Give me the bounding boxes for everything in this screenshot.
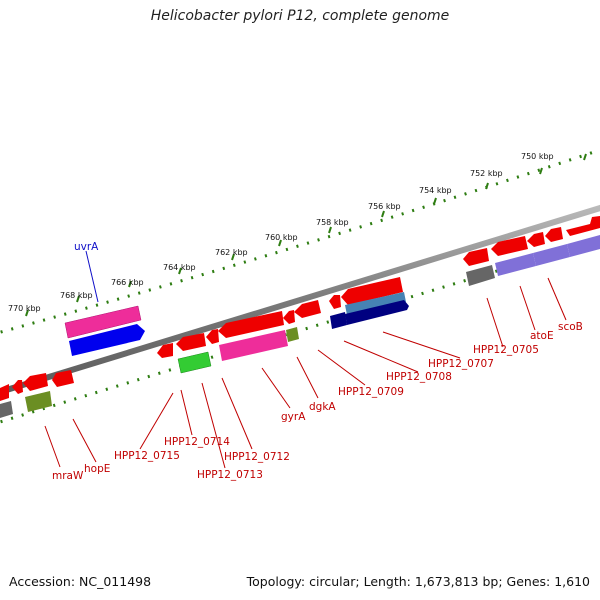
gene-navy-long[interactable] [345, 300, 409, 325]
gene-purple[interactable] [533, 244, 570, 266]
gene-gray[interactable] [0, 401, 13, 418]
ruler-ticks [25, 153, 587, 317]
gene-label: HPP12_0715 [114, 450, 180, 462]
outer-ruler [0, 148, 600, 334]
genome-summary-text: Topology: circular; Length: 1,673,813 bp… [246, 574, 590, 589]
gene-gray[interactable] [466, 265, 495, 286]
ruler-label: 768 kbp [60, 291, 93, 300]
gene-arrow[interactable] [206, 329, 219, 344]
ruler-label: 764 kbp [163, 263, 196, 272]
gene-arrow[interactable] [545, 227, 563, 242]
gene-arrow[interactable] [294, 300, 321, 318]
leader-line-uvrA [85, 250, 99, 303]
gene-uvrA[interactable] [69, 324, 145, 356]
gene-arrow[interactable] [23, 373, 48, 391]
gene-arrow[interactable] [0, 384, 9, 401]
ruler-labels: 750 kbp 752 kbp 754 kbp 756 kbp 758 kbp … [8, 152, 554, 313]
gene-arrow[interactable] [491, 236, 528, 256]
gene-label: HPP12_0712 [224, 451, 290, 463]
map-title: Helicobacter pylori P12, complete genome [150, 8, 450, 24]
ruler-label: 766 kbp [111, 278, 144, 287]
gene-label: HPP12_0705 [473, 344, 539, 356]
gene-label: scoB [558, 321, 583, 333]
gene-arrow[interactable] [341, 277, 403, 305]
gene-labels: uvrA HPP12_0705 atoE scoB HPP12_0707 HPP… [52, 241, 583, 482]
gene-olive[interactable] [25, 391, 52, 412]
accession-text: Accession: NC_011498 [9, 574, 152, 589]
gene-label: mraW [52, 470, 84, 482]
genome-backbone [0, 204, 600, 396]
gene-steelblue[interactable] [345, 292, 406, 315]
ruler-label: 750 kbp [521, 152, 554, 161]
reverse-strand[interactable] [0, 235, 600, 418]
gene-label: gyrA [281, 411, 306, 423]
ruler-label: 770 kbp [8, 304, 41, 313]
gene-green[interactable] [177, 351, 212, 374]
gene-arrow[interactable] [157, 343, 173, 358]
gene-arrow[interactable] [52, 370, 74, 387]
forward-strand[interactable] [0, 216, 600, 401]
gene-arrow[interactable] [329, 295, 341, 309]
ruler-label: 756 kbp [368, 202, 401, 211]
gene-olive[interactable] [286, 327, 299, 342]
gene-navy[interactable] [330, 312, 347, 329]
gene-label-uvrA: uvrA [74, 241, 99, 253]
ruler-label: 752 kbp [470, 169, 503, 178]
gene-label: HPP12_0713 [197, 469, 263, 481]
gene-label: dgkA [309, 401, 336, 413]
gene-label: atoE [530, 330, 554, 342]
gene-magenta[interactable] [219, 330, 288, 361]
ruler-label: 758 kbp [316, 218, 349, 227]
gene-label: HPP12_0708 [386, 371, 452, 383]
gene-purple[interactable] [567, 235, 600, 257]
gene-label: HPP12_0707 [428, 358, 494, 370]
gene-label: HPP12_0709 [338, 386, 404, 398]
gene-arrow[interactable] [463, 248, 489, 266]
gene-label: HPP12_0714 [164, 436, 230, 448]
gene-arrow[interactable] [527, 232, 545, 247]
gene-arrow[interactable] [176, 333, 206, 351]
gene-arrow[interactable] [218, 311, 284, 338]
ruler-label: 760 kbp [265, 233, 298, 242]
gene-arrow[interactable] [566, 216, 600, 236]
ruler-label: 754 kbp [419, 186, 452, 195]
gene-arrow[interactable] [12, 380, 23, 394]
gene-label: hopE [84, 463, 110, 475]
leader-lines [44, 277, 567, 469]
gene-purple[interactable] [495, 253, 536, 276]
ruler-label: 762 kbp [215, 248, 248, 257]
gene-uvrA-magenta[interactable] [64, 305, 142, 339]
gene-arrow[interactable] [283, 310, 295, 324]
